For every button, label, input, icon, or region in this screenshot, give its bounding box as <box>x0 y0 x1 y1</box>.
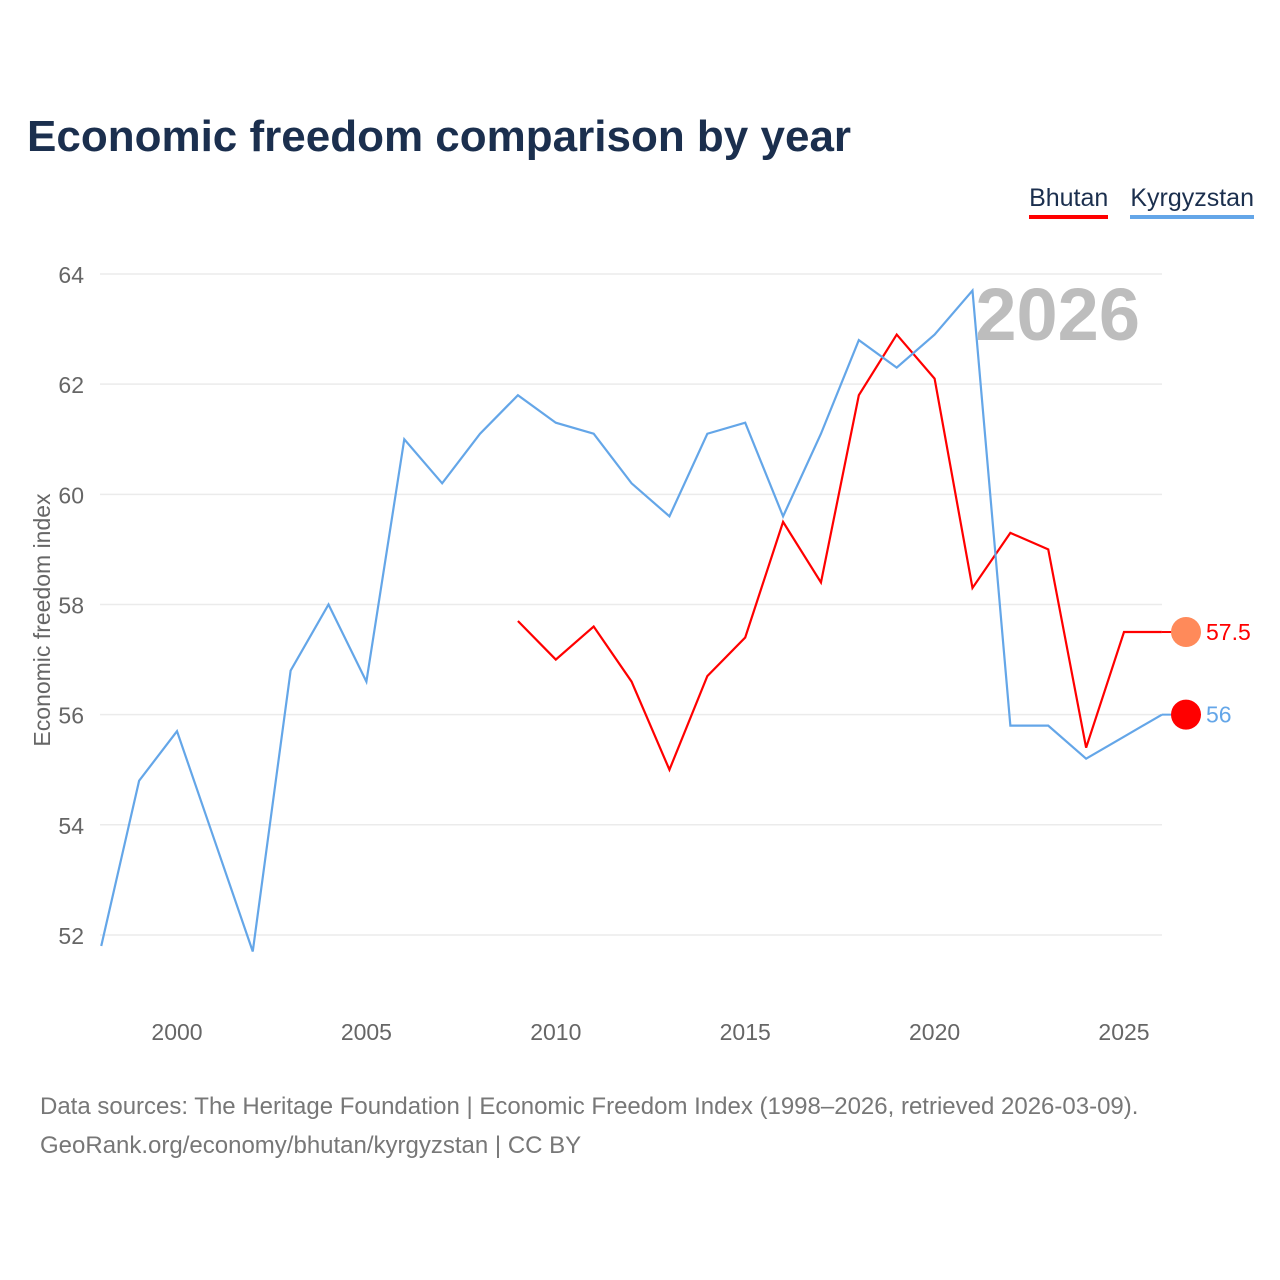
bhutan-flag-icon <box>1171 617 1201 648</box>
x-tick-label: 2000 <box>151 1019 202 1045</box>
y-tick-label: 58 <box>58 592 84 618</box>
legend: Bhutan Kyrgyzstan <box>1029 184 1254 219</box>
x-tick-label: 2020 <box>909 1019 960 1045</box>
y-axis-label: Economic freedom index <box>29 493 55 747</box>
legend-item-bhutan[interactable]: Bhutan <box>1029 184 1109 219</box>
source-line-1: Data sources: The Heritage Foundation | … <box>40 1093 1139 1120</box>
year-watermark: 2026 <box>975 273 1140 356</box>
chart-title: Economic freedom comparison by year <box>27 112 852 161</box>
x-tick-label: 2010 <box>530 1019 581 1045</box>
x-tick-label: 2015 <box>720 1019 771 1045</box>
series-line-kyrgyzstan <box>100 287 1163 952</box>
end-value-label: 56 <box>1206 702 1232 728</box>
y-tick-label: 64 <box>58 262 84 288</box>
source-note: Data sources: The Heritage Foundation | … <box>40 1087 1138 1165</box>
y-tick-label: 54 <box>58 813 84 839</box>
series-line-bhutan <box>517 332 1162 773</box>
source-line-2[interactable]: GeoRank.org/economy/bhutan/kyrgyzstan | … <box>40 1132 582 1159</box>
legend-item-kyrgyzstan[interactable]: Kyrgyzstan <box>1130 184 1254 219</box>
kyrgyzstan-flag-icon <box>1171 699 1201 730</box>
y-tick-label: 62 <box>58 372 84 398</box>
y-tick-label: 56 <box>58 703 84 729</box>
y-tick-label: 60 <box>58 482 84 508</box>
y-tick-label: 52 <box>58 923 84 949</box>
end-value-label: 57.5 <box>1206 619 1251 645</box>
x-tick-label: 2005 <box>341 1019 392 1045</box>
x-tick-label: 2025 <box>1098 1019 1149 1045</box>
